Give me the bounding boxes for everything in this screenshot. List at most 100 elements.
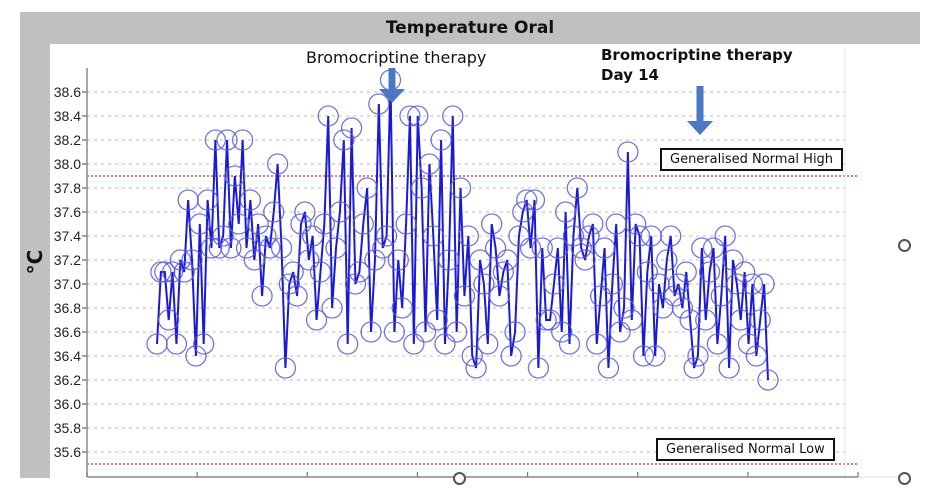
data-point [368, 93, 390, 115]
data-point [290, 213, 312, 235]
data-point [469, 249, 491, 271]
data-point [438, 249, 460, 271]
data-point [741, 273, 764, 295]
data-point [442, 105, 464, 127]
data-point [282, 261, 304, 283]
annotation-bromocriptine-start: Bromocriptine therapy [306, 48, 487, 67]
y-tick-label: 36.2 [54, 372, 81, 388]
data-point [348, 261, 371, 283]
data-point [663, 285, 686, 307]
data-point [601, 273, 623, 295]
data-point [543, 273, 565, 295]
data-point [212, 225, 234, 247]
arrow-down-icon [379, 68, 405, 103]
data-point [399, 105, 421, 127]
data-point [158, 309, 180, 331]
data-point [305, 309, 328, 331]
data-point [733, 261, 756, 283]
data-point [628, 225, 651, 247]
data-point [340, 117, 363, 139]
data-point [356, 177, 378, 199]
data-point [247, 213, 269, 235]
chart-title-bar [20, 12, 920, 44]
data-point [726, 273, 748, 295]
data-point [683, 357, 705, 379]
data-point [383, 321, 406, 343]
chart-frame-left [20, 12, 50, 478]
data-point [547, 237, 569, 259]
data-point [718, 357, 740, 379]
data-point [298, 249, 320, 271]
y-tick-label: 37.6 [54, 204, 81, 220]
data-point [453, 285, 476, 307]
y-tick-label: 38.4 [54, 108, 81, 124]
data-point [193, 333, 215, 355]
annotation-bromocriptine-day14: Bromocriptine therapy Day 14 [601, 45, 793, 85]
y-tick-label: 37.4 [54, 228, 81, 244]
data-point [488, 285, 511, 307]
data-point [679, 309, 701, 331]
data-point [523, 189, 546, 211]
data-point [757, 369, 779, 391]
data-point [457, 225, 479, 247]
y-tick-label: 36.0 [54, 396, 81, 412]
data-point [446, 321, 468, 343]
resize-handle-right[interactable] [898, 239, 911, 252]
chart-title: Temperature Oral [385, 18, 555, 38]
data-point [196, 189, 219, 211]
y-tick-label: 35.6 [54, 444, 81, 460]
data-point [161, 261, 184, 283]
data-point [185, 345, 207, 367]
data-point [504, 321, 526, 343]
y-tick-label: 36.6 [54, 324, 81, 340]
data-point [216, 129, 238, 151]
data-point [586, 333, 608, 355]
data-point [259, 237, 281, 259]
data-point [551, 321, 573, 343]
y-tick-label: 38.2 [54, 132, 81, 148]
data-point [593, 237, 616, 259]
data-point [660, 225, 682, 247]
data-point [539, 309, 561, 331]
data-point [395, 213, 417, 235]
data-point [360, 321, 382, 343]
data-point [516, 189, 538, 211]
data-point [426, 309, 448, 331]
data-point [644, 345, 666, 367]
data-point [562, 225, 585, 247]
data-point [574, 249, 596, 271]
data-point [208, 237, 230, 259]
data-point [492, 261, 515, 283]
data-point [302, 225, 324, 247]
data-point [481, 213, 503, 235]
axes: 38.6 38.4 38.2 38.0 37.8 37.6 37.4 37.2 37.0 36.8… [54, 48, 905, 478]
y-tick-label: 37.0 [54, 276, 81, 292]
data-point [317, 105, 339, 127]
data-point [449, 177, 472, 199]
data-point [687, 345, 709, 367]
data-point [625, 213, 647, 235]
data-point [461, 345, 483, 367]
data-point [745, 345, 767, 367]
data-point [181, 249, 203, 271]
data-point [621, 309, 643, 331]
data-point [570, 237, 592, 259]
normal-high-label: Generalised Normal High [660, 148, 844, 171]
data-point [329, 201, 351, 223]
data-point [500, 345, 522, 367]
data-point [554, 201, 577, 223]
data-point [698, 261, 721, 283]
data-point [566, 177, 588, 199]
resize-handle-bottom-right[interactable] [898, 472, 911, 485]
data-point [582, 213, 604, 235]
data-point [243, 249, 265, 271]
data-point [231, 129, 254, 151]
data-point [410, 177, 433, 199]
data-point [165, 333, 188, 355]
data-point [150, 261, 172, 283]
data-point [270, 237, 293, 259]
data-point [189, 213, 211, 235]
arrow-down-icon [687, 86, 713, 135]
resize-handle-bottom[interactable] [453, 472, 466, 485]
